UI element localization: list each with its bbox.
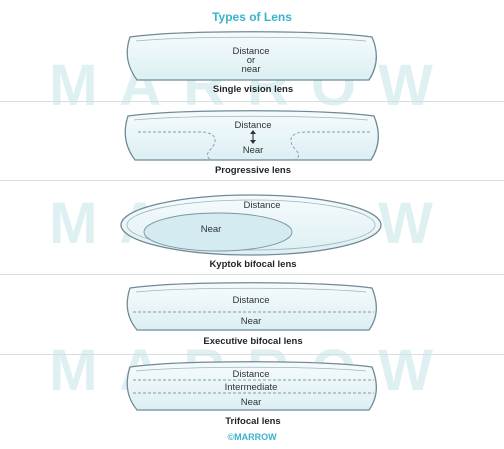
divider [0, 101, 504, 102]
lens-label-intermediate: Intermediate [225, 382, 278, 393]
single-vision-lens: Distance or near Single vision lens [126, 31, 377, 95]
lens-caption: Kyptok bifocal lens [209, 259, 296, 270]
lens-label-near: Near [241, 316, 262, 327]
diagram-title: Types of Lens [212, 10, 292, 24]
lens-caption: Trifocal lens [225, 416, 280, 427]
lens-caption: Executive bifocal lens [203, 336, 302, 347]
divider [0, 274, 504, 275]
lens-label-or: or [247, 55, 255, 66]
lens-label-distance: Distance [233, 295, 270, 306]
lens-label-distance: Distance [233, 46, 270, 57]
lens-label-near: Near [201, 224, 222, 235]
divider [0, 180, 504, 181]
lens-caption: Single vision lens [213, 84, 293, 95]
lens-label-near: near [241, 64, 260, 75]
lens-label-near: Near [241, 397, 262, 408]
lens-caption: Progressive lens [215, 165, 291, 176]
divider [0, 354, 504, 355]
lens-label-distance: Distance [235, 120, 272, 131]
executive-bifocal-lens: Distance Near Executive bifocal lens [126, 282, 377, 347]
lens-label-distance: Distance [244, 200, 281, 211]
credit-logo: ©MARROW [227, 432, 277, 442]
lens-label-near: Near [243, 145, 264, 156]
double-arrow-icon [250, 130, 256, 144]
kryptok-bifocal-lens: Distance Near Kyptok bifocal lens [120, 194, 382, 270]
progressive-lens: Distance Near Progressive lens [124, 110, 379, 176]
lens-label-distance: Distance [233, 369, 270, 380]
trifocal-lens: Distance Intermediate Near Trifocal lens [126, 361, 377, 427]
